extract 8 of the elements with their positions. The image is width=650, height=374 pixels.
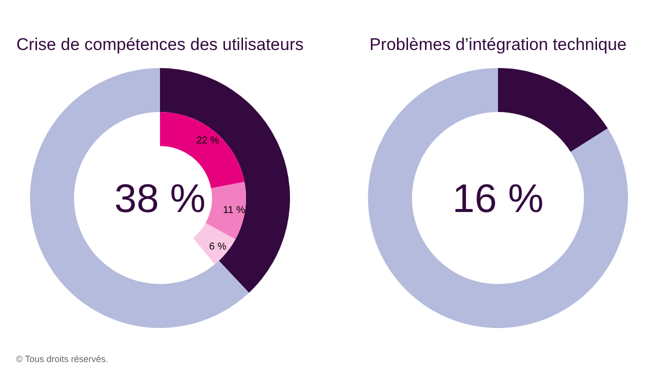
text: 16 % xyxy=(452,177,544,221)
chart-title: Crise de compétences des utilisateurs xyxy=(16,35,304,54)
data-label: 11 % xyxy=(223,205,246,216)
data-label: 22 % xyxy=(196,136,220,147)
chart-title: Problèmes d’intégration technique xyxy=(369,35,627,54)
data-label: 6 % xyxy=(209,241,227,252)
text: 38 % xyxy=(114,177,206,221)
text: © Tous droits réservés. xyxy=(16,354,108,364)
